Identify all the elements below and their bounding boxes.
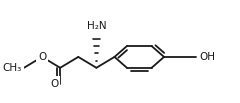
Text: H₂N: H₂N	[87, 21, 106, 31]
Text: O: O	[50, 79, 58, 89]
Text: O: O	[38, 52, 46, 62]
Text: CH₃: CH₃	[3, 63, 22, 73]
Text: OH: OH	[199, 52, 215, 62]
